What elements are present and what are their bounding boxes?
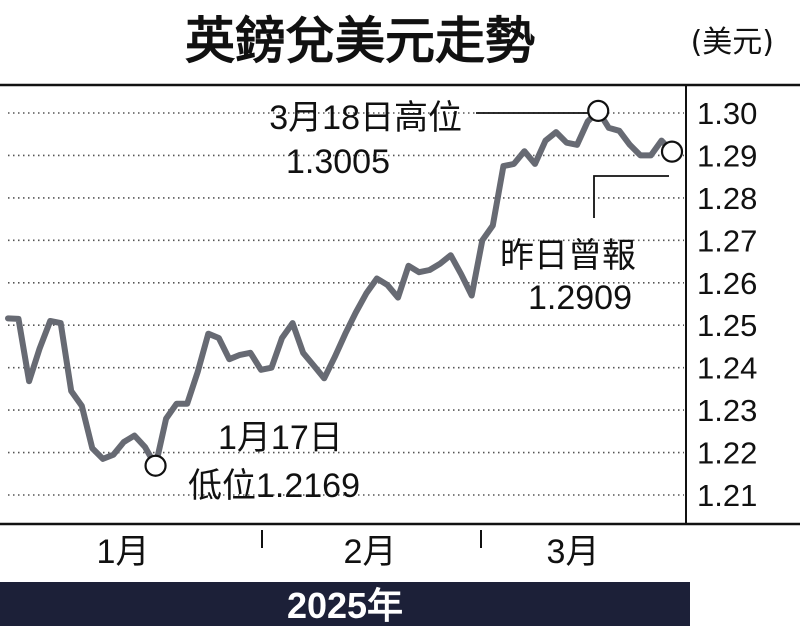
high-point-marker <box>587 99 610 122</box>
y-tick-label: 1.23 <box>697 393 757 428</box>
y-tick-label: 1.25 <box>697 308 757 343</box>
y-tick-label: 1.24 <box>697 351 757 386</box>
x-tick-jan: 1月 <box>97 533 150 571</box>
year-label: 2025年 <box>287 585 403 626</box>
high-annotation-date: 3月18日高位 <box>269 99 462 137</box>
y-tick-label: 1.21 <box>697 478 757 513</box>
y-tick-label: 1.29 <box>697 138 757 173</box>
low-annotation-value: 低位1.2169 <box>188 467 360 505</box>
low-point-marker <box>144 454 167 477</box>
y-tick-label: 1.27 <box>697 223 757 258</box>
y-tick-label: 1.28 <box>697 181 757 216</box>
x-tick-feb: 2月 <box>344 533 397 571</box>
series-line <box>5 107 675 469</box>
high-annotation-value: 1.3005 <box>286 143 390 181</box>
unit-label: (美元) <box>691 25 774 60</box>
y-tick-label: 1.30 <box>697 96 757 131</box>
chart-title: 英鎊兌美元走勢 <box>185 12 535 70</box>
x-tick-mar: 3月 <box>547 533 600 571</box>
low-annotation-date: 1月17日 <box>218 419 343 457</box>
latest-annotation-label: 昨日曾報 <box>500 237 636 275</box>
year-bar <box>0 582 690 626</box>
latest-point-marker <box>660 140 684 163</box>
y-tick-label: 1.22 <box>697 436 757 471</box>
y-tick-label: 1.26 <box>697 266 757 301</box>
point-markers <box>144 99 684 477</box>
latest-leader-line <box>593 175 669 218</box>
y-axis-tick-labels: 1.30 1.29 1.28 1.27 1.26 1.25 1.24 1.23 1.22 1.21 <box>697 96 757 513</box>
latest-annotation-value: 1.2909 <box>528 279 632 317</box>
